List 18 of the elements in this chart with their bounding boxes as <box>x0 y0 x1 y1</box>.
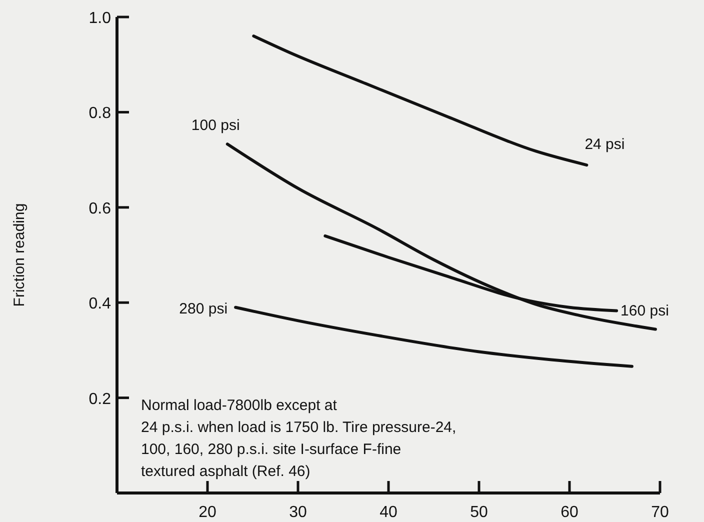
x-tick-label: 40 <box>380 504 398 521</box>
x-tick-label: 30 <box>289 504 307 521</box>
x-tick-label: 20 <box>198 504 216 521</box>
series-label: 24 psi <box>584 136 625 154</box>
y-tick-label: 0.2 <box>88 390 112 408</box>
y-tick-label: 0.8 <box>88 105 112 122</box>
y-axis-title: Friction reading <box>11 203 28 307</box>
x-tick-label: 70 <box>651 504 669 521</box>
y-tick-label: 1.0 <box>88 10 112 27</box>
series-label: 100 psi <box>191 117 240 134</box>
annotation: Normal load-7800lb except at 24 p.s.i. when load is 1750 lb. Tire pressure-24, 100, 160, 280 p.s.i. site I-surface F-fine textured asphalt (Ref. 46) <box>141 397 456 480</box>
line-series <box>324 234 618 312</box>
y-tick-label: 0.4 <box>88 296 112 313</box>
x-tick-label: 60 <box>560 504 578 521</box>
series-label: 280 psi <box>179 300 228 318</box>
y-tick-label: 0.6 <box>88 200 112 218</box>
series-label: 160 psi <box>620 302 669 320</box>
x-tick-label: 50 <box>470 504 488 521</box>
